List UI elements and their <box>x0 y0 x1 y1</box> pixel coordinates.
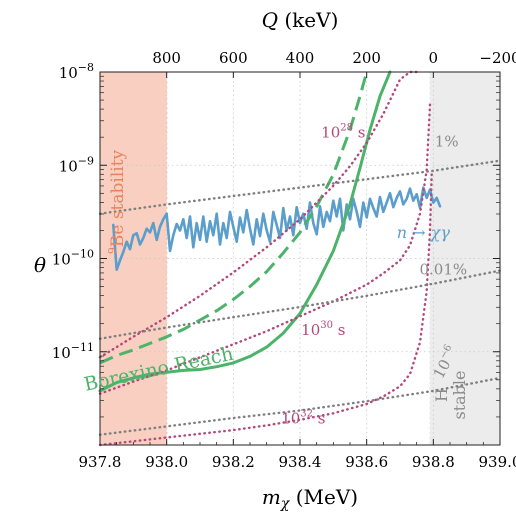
series-line-0 <box>112 186 442 272</box>
series-line-8 <box>98 376 502 436</box>
x-tick-label-0: 937.8 <box>79 453 122 471</box>
y-axis-title: θ <box>34 253 46 277</box>
y-tick-label-1: 10−9 <box>59 154 94 175</box>
top-tick-label-4: 0 <box>429 49 439 67</box>
annotation-a32: 1032 s <box>281 409 325 428</box>
y-tick-label-2: 10−10 <box>52 248 94 269</box>
annotation-a1: 1% <box>435 133 459 151</box>
annotation-a001: 0.01% <box>419 260 467 278</box>
annotation-a28: 1028 s <box>321 122 365 141</box>
series-line-1 <box>98 70 392 393</box>
series-line-6 <box>98 159 502 215</box>
x-tick-label-3: 938.4 <box>279 453 322 471</box>
x-tick-label-6: 939.0 <box>479 453 516 471</box>
x-tick-label-2: 938.2 <box>212 453 255 471</box>
x-axis-title: mχ (MeV) <box>262 485 358 512</box>
top-tick-label-1: 600 <box>219 49 248 67</box>
region-label-h: Hstable <box>432 370 469 419</box>
top-tick-label-0: 800 <box>152 49 181 67</box>
annotation-a30: 1030 s <box>301 320 345 339</box>
x-tick-label-5: 938.8 <box>412 453 455 471</box>
top-tick-label-2: 400 <box>286 49 315 67</box>
y-tick-label-0: 10−8 <box>59 61 94 82</box>
series-line-2 <box>99 71 369 365</box>
series-line-3 <box>98 70 418 359</box>
annotation-anx: n → χγ <box>397 223 451 242</box>
region-label-be: 9Be stability <box>106 149 128 254</box>
x-tick-label-4: 938.6 <box>345 453 388 471</box>
top-tick-label-5: −200 <box>479 49 516 67</box>
series-line-5 <box>98 173 433 447</box>
top-tick-label-3: 200 <box>352 49 381 67</box>
y-tick-label-3: 10−11 <box>52 341 94 362</box>
x-tick-label-1: 938.0 <box>145 453 188 471</box>
x-axis-top-title: Q (keV) <box>262 8 339 32</box>
